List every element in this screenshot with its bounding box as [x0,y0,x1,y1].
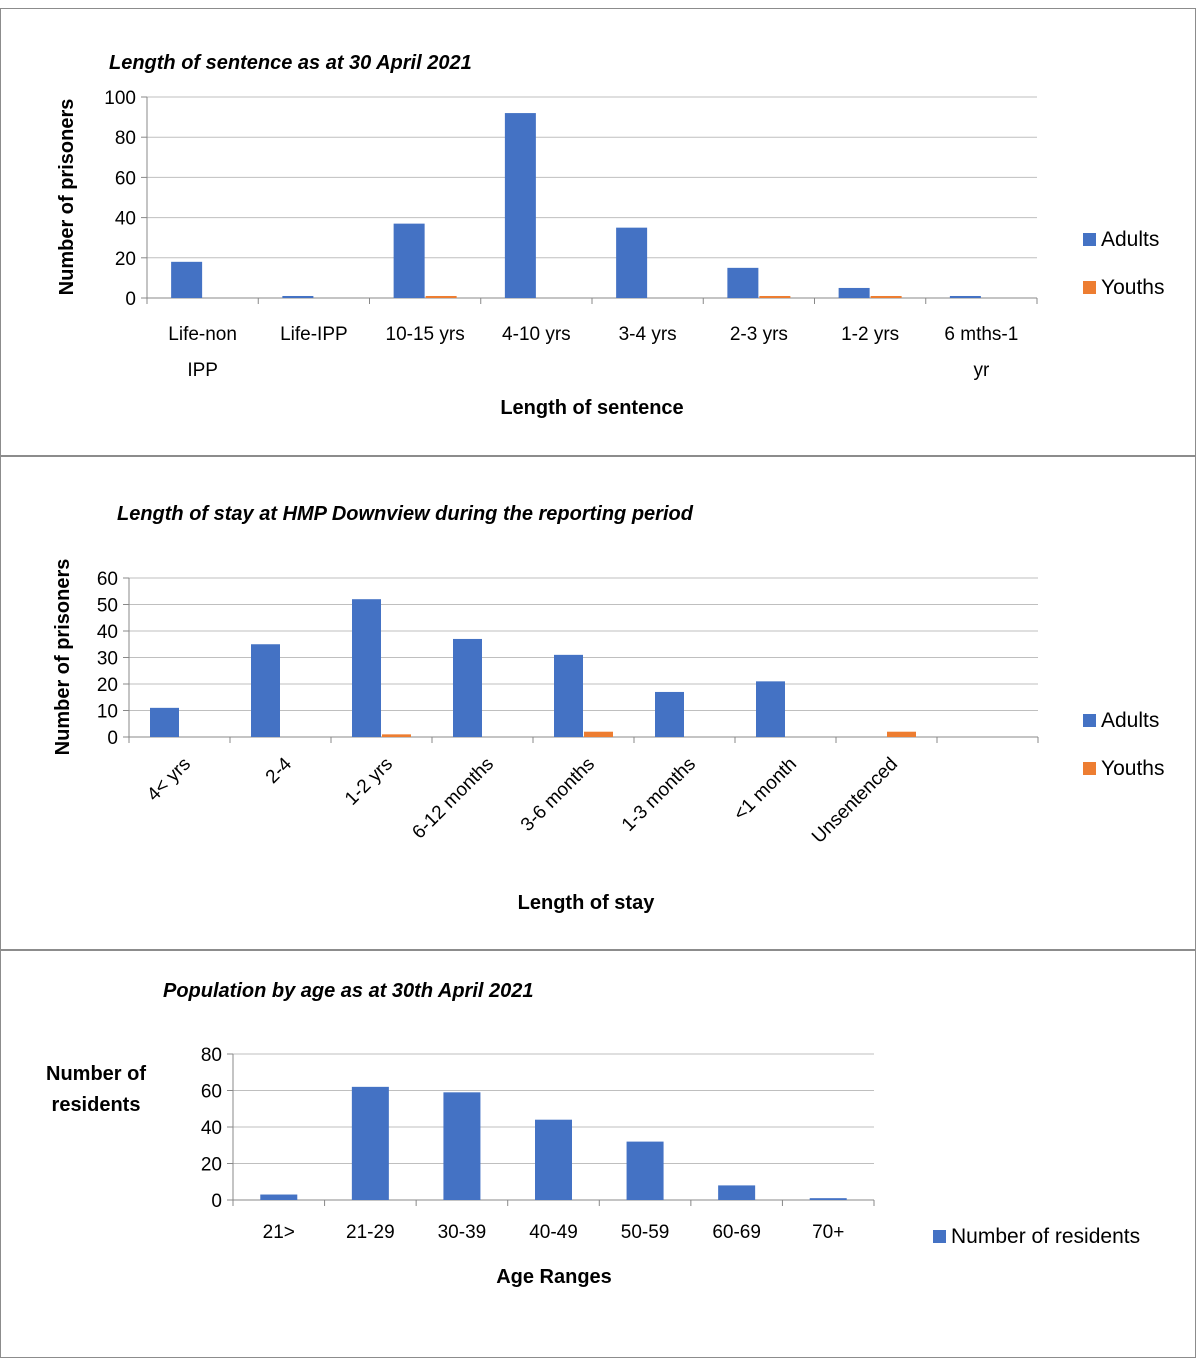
bar-adults [453,638,482,737]
legend-swatch [1083,281,1096,294]
x-tick-label: 1-3 months [618,754,700,836]
x-tick-label: 70+ [812,1222,844,1243]
y-tick-label: 0 [125,289,136,310]
bar-adults [171,261,203,298]
x-tick-label: 2-4 [262,753,297,788]
bar-youths [870,295,902,298]
bar-youths [584,731,613,737]
y-tick-label: 10 [97,702,118,723]
legend-label: Youths [1101,757,1164,780]
x-axis-title: Length of stay [518,892,656,914]
x-tick-label: 3-4 yrs [619,324,677,345]
legend-label: Number of residents [951,1225,1140,1248]
chart-title: Length of stay at HMP Downview during th… [117,503,694,525]
x-tick-label: 1-2 yrs [341,754,397,810]
y-tick-label: 50 [97,596,118,617]
x-tick-label: 40-49 [529,1222,578,1243]
legend-swatch [1083,233,1096,246]
bar-youths [759,295,791,298]
legend-swatch [1083,762,1096,775]
bar-number-of-residents [535,1119,572,1200]
x-tick-label: 2-3 yrs [730,324,788,345]
legend-label: Adults [1101,709,1159,732]
y-tick-label: 100 [104,88,136,109]
bar-number-of-residents [443,1092,481,1200]
bar-adults [756,681,785,737]
bar-adults [949,295,981,298]
legend-label: Youths [1101,276,1164,299]
y-tick-label: 40 [201,1118,222,1139]
x-tick-label: Life-non [168,324,237,345]
bar-number-of-residents [260,1194,298,1200]
y-tick-label: 40 [115,209,136,230]
y-tick-label: 80 [115,128,136,149]
chart-title: Length of sentence as at 30 April 2021 [109,52,472,74]
bar-adults [655,691,684,737]
bar-adults [251,644,280,737]
y-axis-title: residents [52,1094,141,1116]
x-tick-label: 21> [263,1222,295,1243]
x-axis-title: Age Ranges [496,1266,612,1288]
y-tick-label: 60 [115,168,136,189]
legend-label: Adults [1101,228,1159,251]
x-tick-label: 1-2 yrs [841,324,899,345]
stay-chart: Length of stay at HMP Downview during th… [52,503,1164,914]
y-tick-label: 60 [97,569,118,590]
x-tick-label: 60-69 [712,1222,761,1243]
bar-adults [504,113,536,298]
age-chart: Population by age as at 30th April 2021 0… [46,980,1140,1288]
x-tick-label: 50-59 [621,1222,670,1243]
y-tick-label: 20 [115,249,136,270]
bar-youths [887,731,916,737]
x-tick-label: 6-12 months [408,754,498,844]
y-tick-label: 30 [97,649,118,670]
legend-swatch [933,1230,946,1243]
x-tick-label: 6 mths-1 [944,324,1018,345]
y-axis-title: Number of prisoners [52,559,74,756]
bar-adults [554,654,583,737]
x-tick-label: 30-39 [438,1222,487,1243]
bar-adults [393,223,425,298]
bar-number-of-residents [718,1185,756,1200]
x-tick-label: Unsentenced [808,754,902,848]
y-tick-label: 40 [97,622,118,643]
y-tick-label: 0 [211,1191,222,1212]
chart-panel-sentence: Length of sentence as at 30 April 2021 0 2… [0,8,1196,456]
x-tick-label: 21-29 [346,1222,395,1243]
x-axis-title: Length of sentence [500,397,683,419]
sentence-chart: Length of sentence as at 30 April 2021 0 2… [56,52,1164,419]
x-tick-label: Life-IPP [280,324,348,345]
bar-adults [727,267,759,298]
legend-swatch [1083,714,1096,727]
y-tick-label: 80 [201,1045,222,1066]
chart-title: Population by age as at 30th April 2021 [163,980,533,1002]
x-tick-label: yr [973,360,990,381]
x-tick-label: 10-15 yrs [386,324,465,345]
bar-number-of-residents [626,1141,664,1200]
bar-youths [382,734,411,737]
y-tick-label: 0 [107,728,118,749]
bar-adults [282,295,314,298]
x-tick-label: 4< yrs [143,754,195,806]
bar-adults [838,287,870,298]
bar-number-of-residents [351,1086,389,1200]
y-axis-title: Number of prisoners [56,99,78,296]
bar-adults [150,707,179,737]
y-tick-label: 20 [97,675,118,696]
bar-number-of-residents [809,1198,847,1200]
y-axis-title: Number of [46,1063,146,1085]
y-tick-label: 60 [201,1082,222,1103]
bar-adults [616,227,648,298]
chart-panel-age: Population by age as at 30th April 2021 0… [0,950,1196,1358]
x-tick-label: IPP [187,360,218,381]
bar-adults [352,599,381,737]
bar-youths [425,295,457,298]
x-tick-label: 4-10 yrs [502,324,571,345]
x-tick-label: <1 month [730,754,801,825]
x-tick-label: 3-6 months [517,754,599,836]
y-tick-label: 20 [201,1155,222,1176]
chart-panel-stay: Length of stay at HMP Downview during th… [0,456,1196,950]
